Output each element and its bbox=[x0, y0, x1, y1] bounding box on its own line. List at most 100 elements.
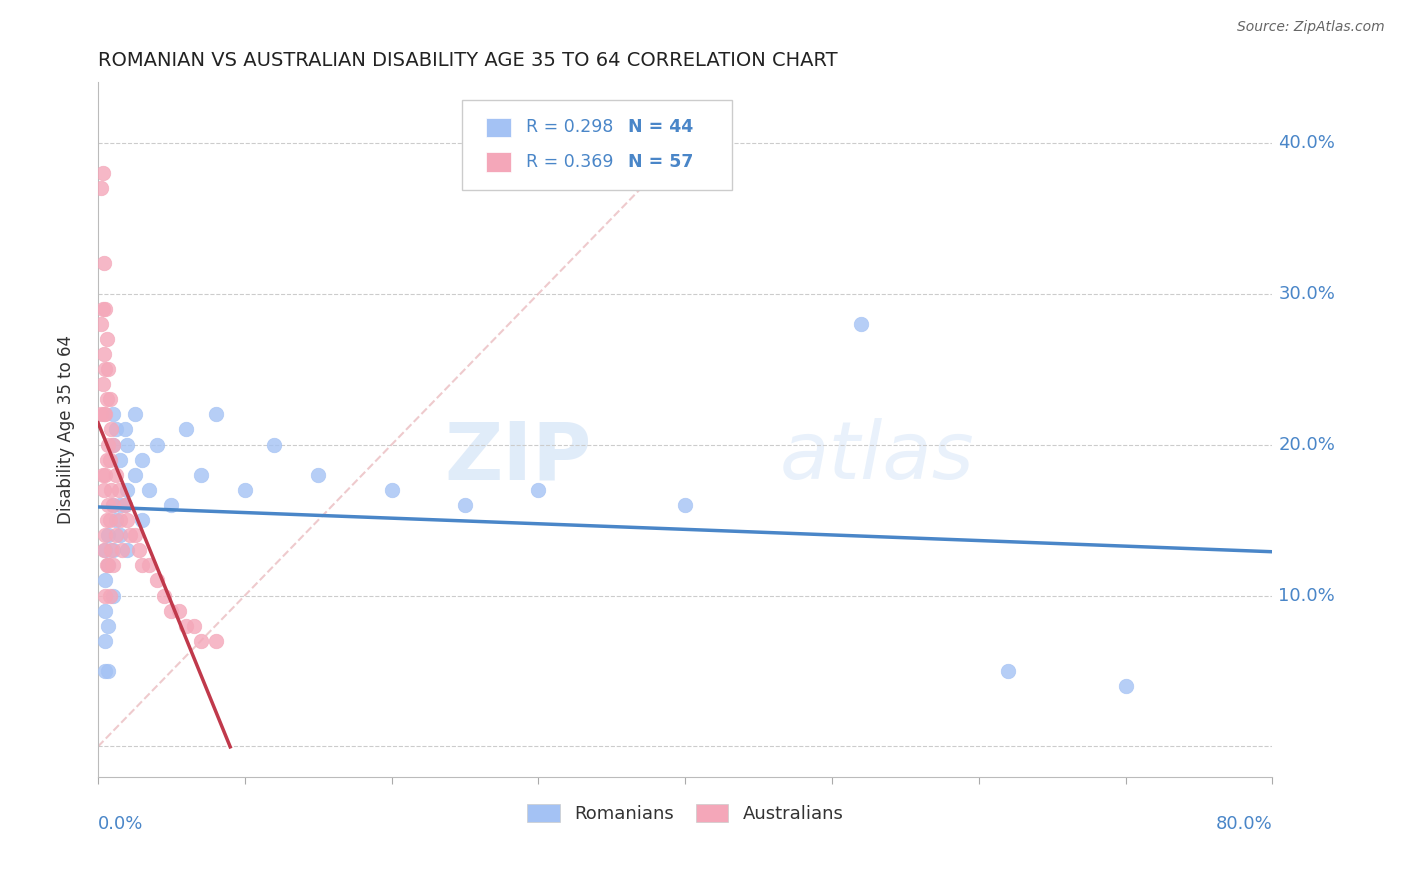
Point bbox=[96, 452, 118, 467]
Point bbox=[91, 166, 114, 180]
Point bbox=[98, 589, 121, 603]
Point bbox=[94, 633, 117, 648]
Point bbox=[131, 558, 153, 573]
Point bbox=[91, 467, 114, 482]
Point bbox=[97, 664, 120, 678]
FancyBboxPatch shape bbox=[485, 118, 512, 137]
Text: R = 0.298: R = 0.298 bbox=[526, 119, 613, 136]
Point bbox=[117, 437, 139, 451]
Text: ROMANIAN VS AUSTRALIAN DISABILITY AGE 35 TO 64 CORRELATION CHART: ROMANIAN VS AUSTRALIAN DISABILITY AGE 35… bbox=[98, 51, 838, 70]
Point bbox=[98, 452, 121, 467]
Point bbox=[146, 437, 169, 451]
Point bbox=[93, 483, 115, 497]
Point bbox=[97, 558, 120, 573]
Point bbox=[138, 483, 160, 497]
Point bbox=[167, 604, 190, 618]
Point bbox=[114, 498, 136, 512]
Point bbox=[381, 483, 404, 497]
Point bbox=[101, 543, 124, 558]
Point bbox=[93, 543, 115, 558]
Point bbox=[90, 408, 112, 422]
Point bbox=[101, 558, 124, 573]
Point bbox=[110, 543, 132, 558]
Point bbox=[94, 467, 117, 482]
Text: N = 44: N = 44 bbox=[628, 119, 693, 136]
Point bbox=[97, 362, 120, 376]
Text: 30.0%: 30.0% bbox=[1278, 285, 1336, 302]
Point bbox=[190, 633, 212, 648]
Point bbox=[101, 437, 124, 451]
Point bbox=[94, 408, 117, 422]
Point bbox=[101, 498, 124, 512]
Point bbox=[263, 437, 285, 451]
Point bbox=[131, 452, 153, 467]
Point bbox=[94, 604, 117, 618]
Point bbox=[997, 664, 1019, 678]
Point bbox=[124, 528, 146, 542]
Point bbox=[117, 483, 139, 497]
Point bbox=[851, 317, 873, 331]
Point bbox=[90, 181, 112, 195]
Point bbox=[104, 513, 127, 527]
Point bbox=[114, 422, 136, 436]
Point bbox=[97, 498, 120, 512]
Point bbox=[91, 377, 114, 392]
Point bbox=[117, 513, 139, 527]
Point bbox=[93, 256, 115, 270]
Point bbox=[94, 574, 117, 588]
Point bbox=[97, 618, 120, 632]
Text: 20.0%: 20.0% bbox=[1278, 435, 1336, 453]
Text: N = 57: N = 57 bbox=[628, 153, 693, 171]
Point bbox=[120, 528, 142, 542]
Point bbox=[97, 437, 120, 451]
Point bbox=[94, 362, 117, 376]
Point bbox=[96, 558, 118, 573]
Point bbox=[204, 633, 226, 648]
Text: 80.0%: 80.0% bbox=[1216, 814, 1272, 833]
Point bbox=[124, 467, 146, 482]
Point bbox=[94, 528, 117, 542]
Point bbox=[100, 543, 122, 558]
Point bbox=[108, 498, 131, 512]
FancyBboxPatch shape bbox=[485, 153, 512, 172]
Point bbox=[107, 483, 129, 497]
Point bbox=[98, 392, 121, 407]
Point bbox=[108, 528, 131, 542]
Point bbox=[108, 452, 131, 467]
Point bbox=[153, 589, 176, 603]
Point bbox=[527, 483, 550, 497]
Point bbox=[101, 408, 124, 422]
Point bbox=[97, 528, 120, 542]
Point bbox=[131, 513, 153, 527]
FancyBboxPatch shape bbox=[463, 100, 733, 190]
Point bbox=[160, 604, 183, 618]
Point bbox=[94, 301, 117, 316]
Point bbox=[90, 317, 112, 331]
Point bbox=[94, 664, 117, 678]
Point bbox=[96, 513, 118, 527]
Point bbox=[160, 498, 183, 512]
Point bbox=[104, 467, 127, 482]
Point bbox=[104, 528, 127, 542]
Point bbox=[114, 498, 136, 512]
Point bbox=[104, 422, 127, 436]
Point bbox=[233, 483, 256, 497]
Point bbox=[96, 392, 118, 407]
Point bbox=[146, 574, 169, 588]
Text: ZIP: ZIP bbox=[444, 418, 592, 496]
Point bbox=[204, 408, 226, 422]
Point bbox=[454, 498, 477, 512]
Point bbox=[101, 437, 124, 451]
Point bbox=[108, 513, 131, 527]
Text: 40.0%: 40.0% bbox=[1278, 134, 1336, 152]
Text: Source: ZipAtlas.com: Source: ZipAtlas.com bbox=[1237, 20, 1385, 34]
Text: atlas: atlas bbox=[779, 418, 974, 496]
Point bbox=[174, 422, 197, 436]
Y-axis label: Disability Age 35 to 64: Disability Age 35 to 64 bbox=[58, 335, 75, 524]
Point bbox=[673, 498, 696, 512]
Point bbox=[93, 347, 115, 361]
Point bbox=[190, 467, 212, 482]
Point bbox=[94, 589, 117, 603]
Point bbox=[97, 558, 120, 573]
Point bbox=[93, 408, 115, 422]
